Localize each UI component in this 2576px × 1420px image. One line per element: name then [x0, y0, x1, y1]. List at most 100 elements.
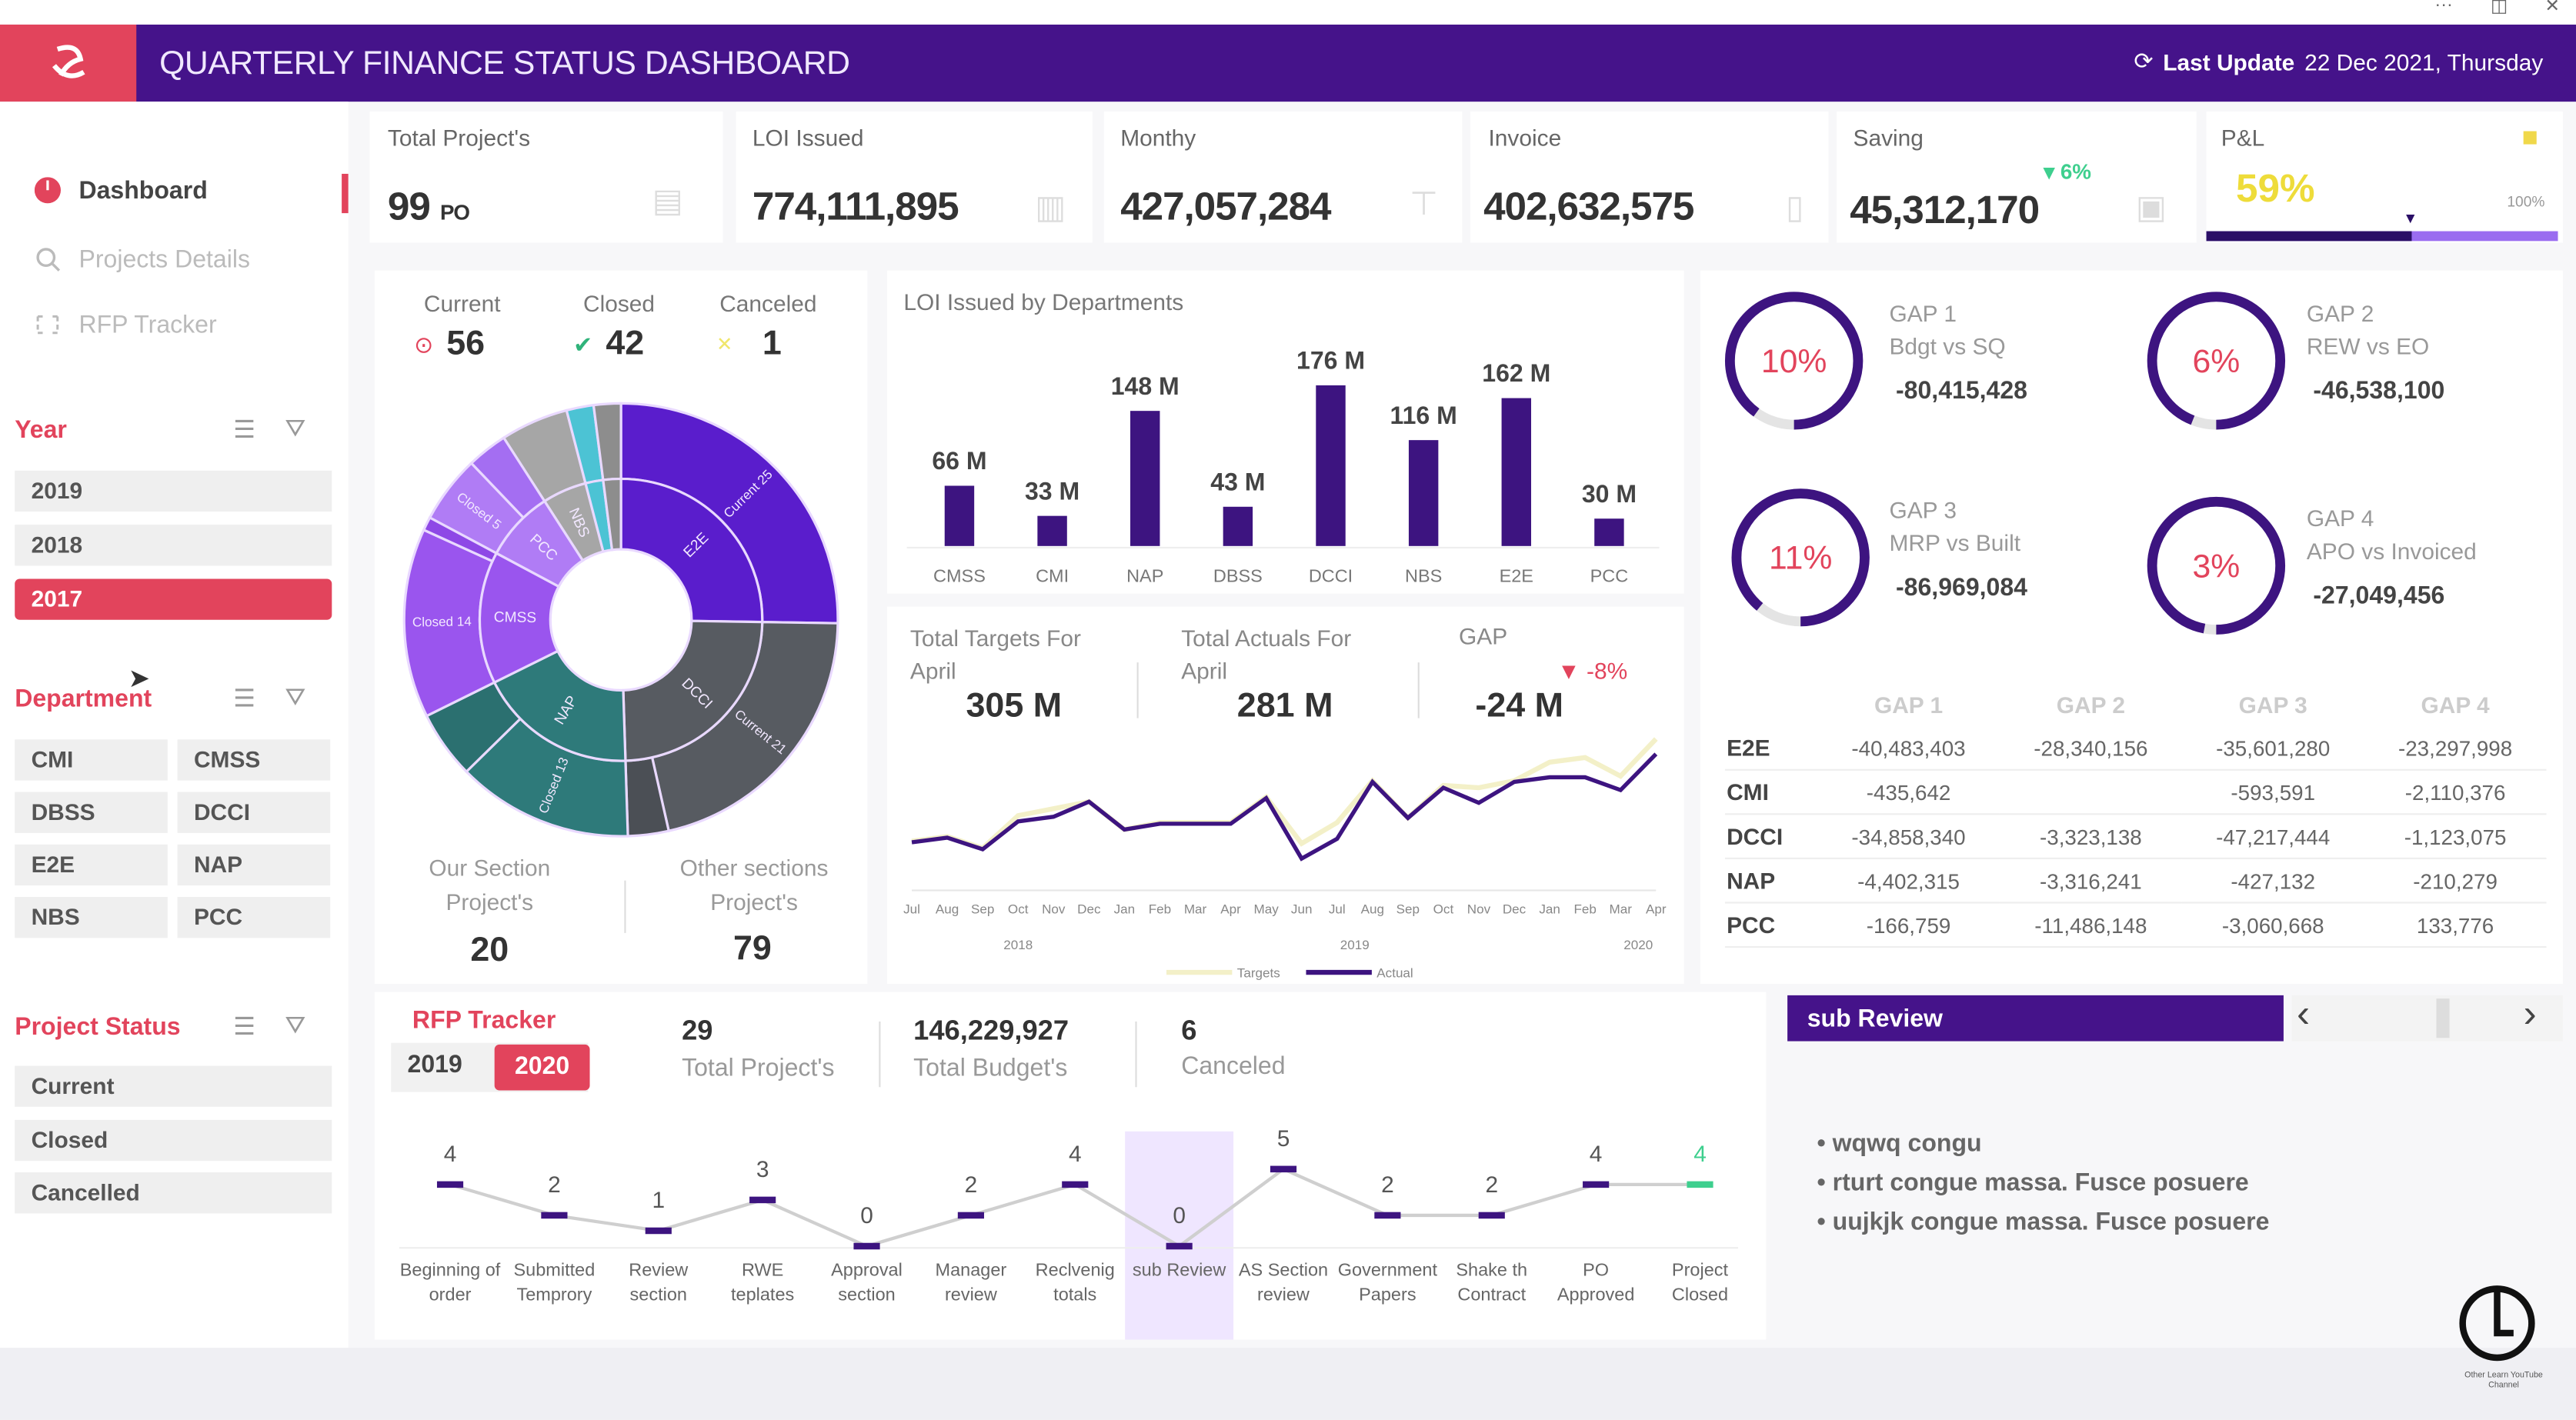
- dept-option-nbs[interactable]: NBS: [15, 896, 168, 938]
- multi-select-icon[interactable]: ☰: [233, 416, 255, 445]
- status-option-cancelled[interactable]: Cancelled: [15, 1172, 332, 1214]
- rfp-stage-label-line: review: [944, 1285, 997, 1305]
- pnl-progress-fill: [2206, 231, 2412, 242]
- watermark-logo: Other Learn YouTube Channel: [2458, 1281, 2550, 1391]
- x-tick-label: Feb: [1573, 902, 1596, 916]
- rfp-stage-label-line: teplates: [730, 1285, 795, 1305]
- clear-filter-icon[interactable]: ⛛: [285, 683, 306, 712]
- gap-panel: 10% 6% 11% 3% GAP 1 Bdgt vs SQ -80,415,428 GAP…: [1700, 270, 2563, 984]
- rfp-stage-label-line: RWE: [741, 1261, 784, 1281]
- rfp-point: [1062, 1181, 1089, 1188]
- loi-bar-panel: LOI Issued by Departments 66 M CMSS 33 M CM…: [887, 270, 1684, 594]
- year-option-2019[interactable]: 2019: [15, 470, 332, 512]
- rfp-stage-label-line: Closed: [1671, 1285, 1729, 1305]
- x-tick-label: Oct: [1008, 902, 1029, 916]
- logo-icon: [0, 24, 137, 102]
- gap-title: GAP 4: [2306, 505, 2374, 532]
- next-arrow-icon[interactable]: ›: [2523, 992, 2537, 1037]
- multi-select-icon[interactable]: ☰: [233, 1013, 255, 1042]
- gap-desc: REW vs EO: [2306, 332, 2430, 359]
- table-cell: -11,486,148: [1999, 902, 2182, 948]
- dept-option-e2e[interactable]: E2E: [15, 844, 168, 886]
- bar: [1037, 515, 1067, 546]
- line-series-targets: [911, 737, 1658, 852]
- rfp-point: [1478, 1212, 1505, 1219]
- window-titlebar: [0, 0, 2576, 25]
- dept-option-dbss[interactable]: DBSS: [15, 792, 168, 833]
- review-item: • uujkjk congue massa. Fusce posuere: [1817, 1208, 2270, 1237]
- rfp-stage-label: Shake th Contract: [1437, 1259, 1546, 1308]
- gap-ring-fill: [2147, 496, 2286, 635]
- rfp-year-2020[interactable]: 2020: [494, 1044, 590, 1091]
- dept-option-cmi[interactable]: CMI: [15, 739, 168, 781]
- targets-line-chart: Jul Aug Sep Oct Nov Dec Jan Feb Mar Apr May Jun Jul A…: [903, 737, 1667, 980]
- clear-filter-icon[interactable]: ⛛: [285, 1012, 306, 1040]
- rfp-stage-label: Manager review: [916, 1259, 1025, 1308]
- table-cell: -4,402,315: [1817, 858, 2000, 904]
- multi-select-icon[interactable]: ☰: [233, 685, 255, 714]
- gap-table-header: GAP 2: [2056, 692, 2125, 718]
- rfp-stage-label: Submitted Temprory: [500, 1259, 609, 1308]
- x-tick-label: Apr: [1220, 902, 1241, 916]
- sidebar-item-dashboard[interactable]: Dashboard: [33, 175, 208, 205]
- rfp-data-label: 1: [652, 1188, 665, 1213]
- folder-icon: ▤: [652, 183, 684, 220]
- kpi-value: 402,632,575: [1483, 185, 1694, 230]
- kpi-label: Saving: [1853, 125, 1924, 152]
- sidebar-item-projects-details[interactable]: Projects Details: [33, 245, 250, 274]
- gap-desc: MRP vs Built: [1889, 529, 2021, 556]
- gap-value: -27,049,456: [2313, 582, 2445, 610]
- restore-icon[interactable]: ◫: [2490, 0, 2508, 17]
- targets-value: 305 M: [966, 687, 1063, 725]
- dept-option-pcc[interactable]: PCC: [177, 896, 331, 938]
- loi-bar-chart: 66 M CMSS 33 M CMI 148 M NAP 43 M DBSS 176 M DCCI…: [906, 347, 1660, 586]
- status-option-current[interactable]: Current: [15, 1065, 332, 1107]
- rfp-data-label: 4: [1069, 1142, 1082, 1167]
- scrollbar-thumb[interactable]: [2436, 998, 2450, 1038]
- rfp-point: [436, 1181, 464, 1188]
- dept-option-nap[interactable]: NAP: [177, 844, 331, 886]
- table-cell: -3,323,138: [1999, 814, 2182, 859]
- prev-arrow-icon[interactable]: ‹: [2297, 992, 2311, 1037]
- refresh-icon[interactable]: ⟳: [2134, 47, 2154, 74]
- bar-category-label: CMI: [1036, 566, 1069, 586]
- table-cell: -435,642: [1817, 769, 2000, 815]
- year-option-2017[interactable]: 2017: [15, 578, 332, 620]
- table-cell: -34,858,340: [1817, 814, 2000, 859]
- bar-data-label: 33 M: [1025, 477, 1079, 505]
- rfp-total-projects: 29: [682, 1015, 713, 1046]
- close-icon[interactable]: ✕: [2544, 0, 2561, 17]
- table-row: NAP -4,402,315 -3,316,241 -427,132 -210,279: [1724, 858, 2547, 904]
- year-label: 2018: [1003, 938, 1033, 952]
- bar-data-label: 116 M: [1390, 402, 1457, 429]
- bar-category-label: PCC: [1590, 566, 1629, 586]
- rfp-point: [1166, 1242, 1193, 1250]
- other-sections-value: 79: [732, 929, 772, 968]
- rfp-data-label: 2: [1485, 1172, 1498, 1198]
- table-cell: -3,060,668: [2181, 902, 2364, 948]
- gap-table-header: GAP 3: [2238, 692, 2307, 718]
- bar-category-label: DBSS: [1213, 566, 1263, 586]
- sidebar-item-rfp-tracker[interactable]: RFP Tracker: [33, 310, 217, 339]
- closed-count: 42: [606, 325, 645, 363]
- rfp-stage-label-line: Review: [629, 1261, 689, 1281]
- year-option-2018[interactable]: 2018: [15, 525, 332, 566]
- rfp-stage-label-line: Project: [1671, 1261, 1729, 1281]
- clear-filter-icon[interactable]: ⛛: [285, 415, 306, 443]
- targets-panel: Total Targets For April 305 M Total Actu…: [887, 606, 1684, 984]
- dept-option-dcci[interactable]: DCCI: [177, 792, 331, 833]
- rfp-stage-label-line: Shake th: [1456, 1261, 1528, 1281]
- dept-option-cmss[interactable]: CMSS: [177, 739, 331, 781]
- rfp-year-2019[interactable]: 2019: [407, 1051, 462, 1079]
- kpi-pnl: P&L 59% 100% ▼: [2206, 111, 2563, 243]
- row-label: NAP: [1724, 858, 1818, 904]
- divider: [624, 880, 626, 933]
- more-icon[interactable]: ···: [2434, 0, 2453, 15]
- table-cell: -35,601,280: [2181, 726, 2364, 771]
- rfp-data-label: 2: [1381, 1172, 1394, 1198]
- gap-title: GAP 3: [1889, 496, 1957, 523]
- canceled-label: Canceled: [719, 290, 817, 317]
- status-option-closed[interactable]: Closed: [15, 1119, 332, 1162]
